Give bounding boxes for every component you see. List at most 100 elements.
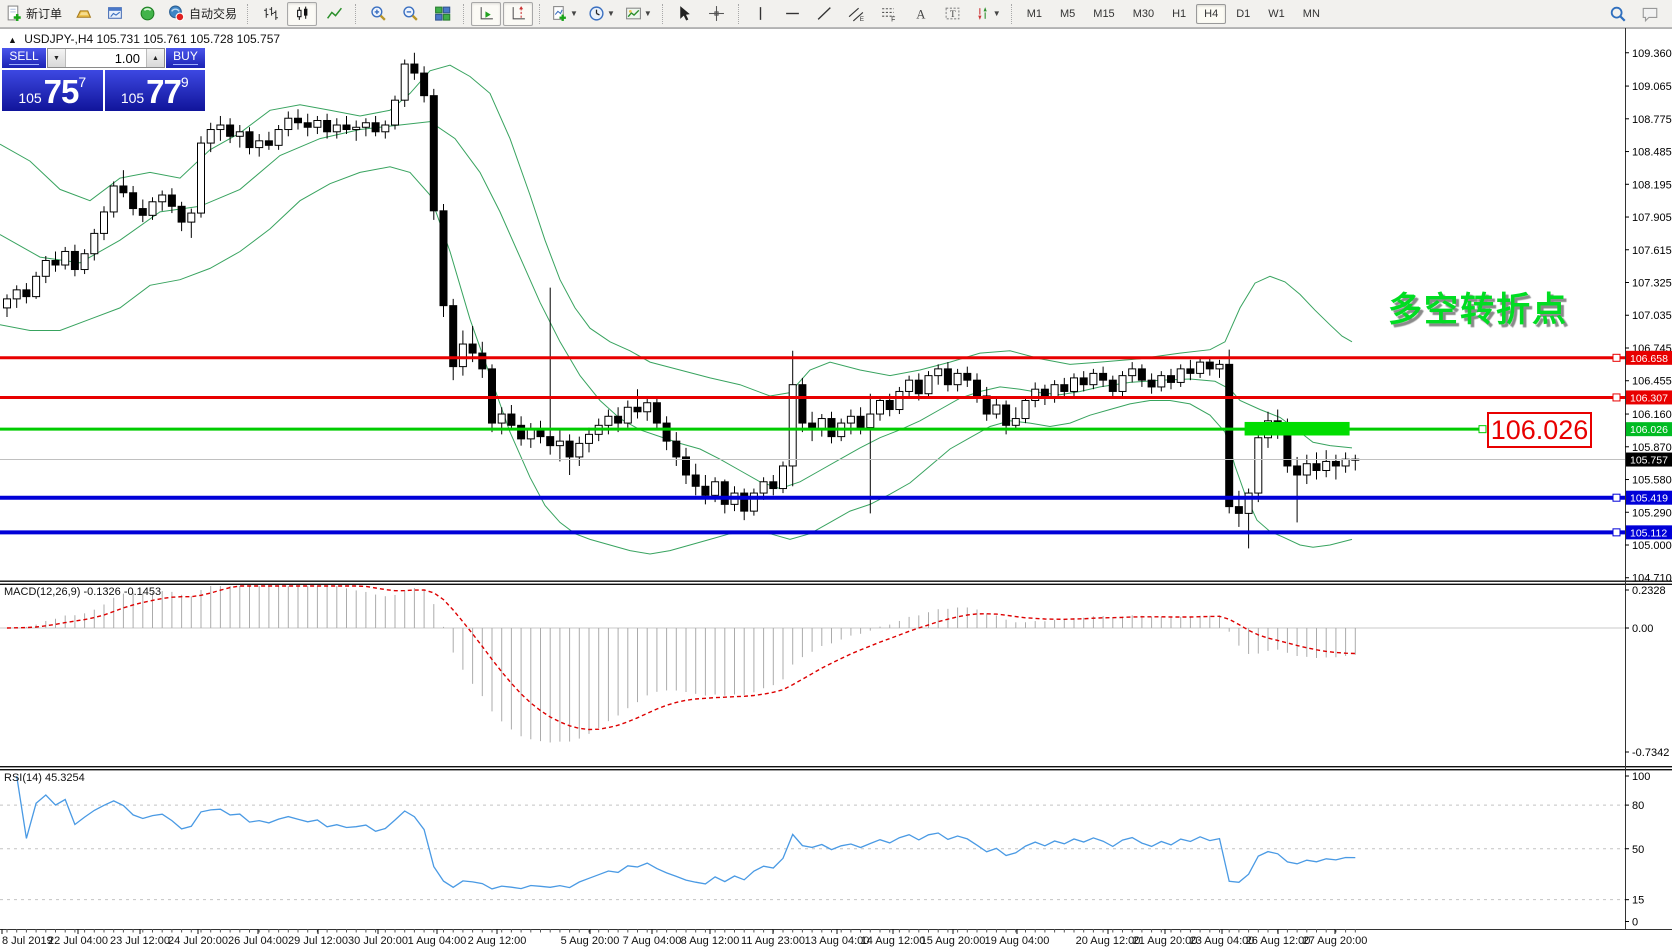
line-chart-mode-button[interactable] (319, 2, 349, 26)
candlestick-mode-button[interactable] (287, 1, 318, 26)
bar-chart-mode-button[interactable] (255, 2, 285, 26)
trendline-tool-button[interactable] (810, 2, 840, 26)
svg-text:5 Aug 20:00: 5 Aug 20:00 (561, 935, 620, 947)
tab-timeframe-h1[interactable]: H1 (1172, 7, 1187, 20)
timeframe-switcher: M1 M5 M15 M30 H1 H4 D1 W1 MN (1018, 3, 1329, 24)
auto-scroll-button[interactable] (471, 1, 502, 26)
text-label-tool-button[interactable]: T (938, 2, 968, 26)
strategy-tester-button[interactable] (100, 2, 130, 26)
text-label-icon: T (945, 7, 960, 20)
svg-text:105.419: 105.419 (1630, 493, 1668, 505)
toolbar-separator (661, 3, 664, 24)
svg-text:108.485: 108.485 (1632, 147, 1672, 159)
autotrading-button[interactable]: 自动交易 (164, 2, 241, 26)
svg-text:23 Jul 12:00: 23 Jul 12:00 (110, 935, 170, 947)
toolbar-separator (539, 3, 541, 24)
tab-timeframe-h4[interactable]: H4 (1196, 3, 1227, 24)
bar-chart-icon (263, 7, 278, 20)
candles-layer (3, 52, 1360, 549)
svg-text:11 Aug 23:00: 11 Aug 23:00 (741, 935, 805, 947)
toolbar-right-group (1602, 2, 1666, 26)
svg-text:105.112: 105.112 (1630, 527, 1667, 539)
tab-timeframe-w1[interactable]: W1 (1268, 7, 1285, 20)
channel-tool-button[interactable]: E (842, 2, 872, 26)
tab-timeframe-d1[interactable]: D1 (1236, 7, 1251, 20)
new-order-button[interactable]: 新订单 (1, 2, 66, 26)
chart-shift-button[interactable] (503, 1, 534, 26)
volume-increase-button[interactable]: ▲ (146, 49, 164, 67)
svg-text:20 Aug 12:00: 20 Aug 12:00 (1076, 935, 1141, 947)
svg-text:106.658: 106.658 (1630, 353, 1668, 365)
toolbar-separator (355, 3, 357, 24)
svg-text:27 Aug 20:00: 27 Aug 20:00 (1303, 935, 1368, 947)
svg-text:105.870: 105.870 (1632, 442, 1672, 454)
market-depth-button[interactable] (68, 2, 98, 26)
macd-indicator-label: MACD(12,26,9) -0.1326 -0.1453 (4, 586, 162, 598)
horizontal-line-icon (786, 12, 800, 15)
turning-point-annotation: 多空转折点 (1388, 291, 1568, 329)
price-level-annotation-box: 106.026 (1487, 412, 1592, 448)
templates-button[interactable]: ▼ (621, 2, 656, 26)
dropdown-arrow-icon: ▼ (570, 9, 578, 18)
dropdown-arrow-icon: ▼ (643, 9, 652, 18)
text-a-icon: A (917, 7, 927, 21)
svg-text:26 Aug 12:00: 26 Aug 12:00 (1246, 935, 1311, 947)
svg-text:106.160: 106.160 (1632, 409, 1672, 421)
volume-input[interactable]: 1.00 (114, 50, 140, 66)
tab-timeframe-m30[interactable]: M30 (1132, 7, 1155, 20)
new-order-label: 新订单 (26, 7, 63, 21)
svg-text:80: 80 (1632, 800, 1644, 812)
collapse-panel-icon[interactable]: ▲ (8, 35, 17, 45)
tile-windows-button[interactable] (427, 2, 457, 26)
arrows-tool-button[interactable]: ▼ (970, 2, 1005, 26)
buy-price-display[interactable]: 105 77 9 (104, 70, 205, 111)
chart-symbol-period: USDJPY-,H4 (24, 32, 94, 46)
main-toolbar: 新订单 自动交易 (0, 0, 1672, 28)
toolbar-separator (247, 3, 249, 24)
svg-text:15 Aug 20:00: 15 Aug 20:00 (921, 935, 986, 947)
chat-button[interactable] (1635, 2, 1665, 26)
svg-text:109.065: 109.065 (1632, 81, 1672, 93)
zoom-out-button[interactable] (395, 2, 425, 26)
gold-ingot-icon (75, 10, 91, 18)
tab-timeframe-m5[interactable]: M5 (1060, 7, 1076, 20)
highlight-rectangle (1244, 421, 1350, 436)
tab-timeframe-m15[interactable]: M15 (1093, 7, 1115, 20)
svg-text:100: 100 (1632, 771, 1650, 783)
rsi-pane (16, 775, 1356, 890)
sell-button[interactable]: SELL (2, 48, 46, 68)
zoom-in-button[interactable] (363, 2, 393, 26)
svg-text:13 Aug 04:00: 13 Aug 04:00 (805, 935, 870, 947)
equidistant-channel-icon: E (849, 7, 864, 22)
svg-text:23 Aug 04:00: 23 Aug 04:00 (1190, 935, 1255, 947)
crosshair-icon (709, 6, 725, 21)
buy-button[interactable]: BUY (166, 48, 205, 68)
svg-text:30 Jul 20:00: 30 Jul 20:00 (348, 935, 408, 947)
cursor-icon (680, 6, 691, 21)
search-button[interactable] (1603, 2, 1633, 26)
sell-price-display[interactable]: 105 75 7 (2, 70, 103, 111)
svg-text:105.580: 105.580 (1632, 475, 1672, 487)
zoom-in-icon (370, 6, 386, 21)
svg-text:106.455: 106.455 (1632, 376, 1672, 388)
tab-timeframe-mn[interactable]: MN (1302, 7, 1320, 20)
horizontal-line-tool-button[interactable] (778, 2, 808, 26)
cursor-tool-button[interactable] (670, 2, 700, 26)
chart-title: ▲ USDJPY-,H4 105.731 105.761 105.728 105… (8, 32, 280, 46)
tab-timeframe-m1[interactable]: M1 (1026, 7, 1042, 20)
signals-button[interactable] (132, 2, 162, 26)
svg-text:-0.7342: -0.7342 (1632, 747, 1669, 759)
new-chart-button[interactable]: ▼ (547, 2, 582, 26)
periods-button[interactable]: ▼ (584, 2, 619, 26)
text-tool-button[interactable]: A (906, 2, 936, 26)
fibonacci-tool-button[interactable]: F (874, 2, 904, 26)
vertical-line-tool-button[interactable] (746, 2, 776, 26)
chart-shift-icon (512, 6, 525, 20)
volume-decrease-button[interactable]: ▼ (48, 49, 66, 67)
crosshair-tool-button[interactable] (702, 2, 732, 26)
svg-text:107.035: 107.035 (1632, 310, 1672, 322)
svg-text:E: E (860, 16, 864, 22)
